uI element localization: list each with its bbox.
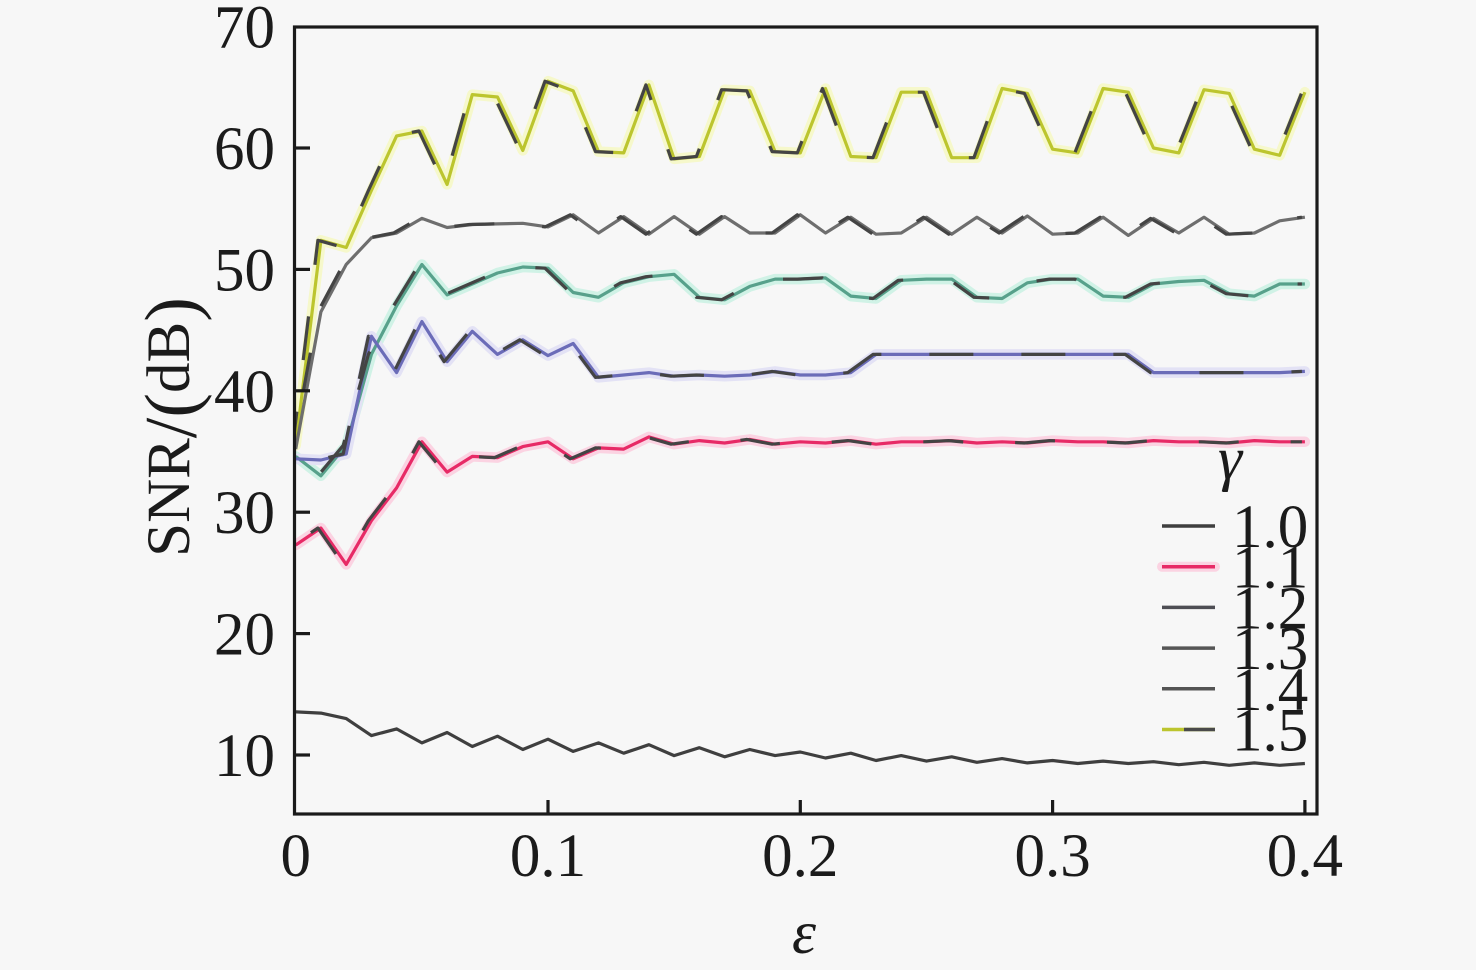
svg-text:30: 30 <box>214 480 275 547</box>
svg-text:70: 70 <box>214 0 275 62</box>
svg-text:1.3: 1.3 <box>1232 616 1308 683</box>
svg-text:0.3: 0.3 <box>1014 823 1090 890</box>
svg-text:1.0: 1.0 <box>1232 494 1308 561</box>
svg-text:0.1: 0.1 <box>510 823 586 890</box>
svg-text:50: 50 <box>214 237 275 304</box>
svg-text:40: 40 <box>214 359 275 426</box>
svg-text:0.4: 0.4 <box>1267 823 1343 890</box>
svg-text:1.5: 1.5 <box>1232 698 1308 765</box>
svg-text:ε: ε <box>792 900 816 967</box>
svg-text:60: 60 <box>214 116 275 183</box>
svg-text:1.4: 1.4 <box>1232 657 1308 724</box>
svg-text:1.1: 1.1 <box>1232 535 1308 602</box>
svg-text:20: 20 <box>214 602 275 669</box>
svg-text:1.2: 1.2 <box>1232 575 1308 642</box>
svg-text:0: 0 <box>280 823 311 890</box>
svg-text:SNR/(dB): SNR/(dB) <box>131 297 213 557</box>
svg-text:0.2: 0.2 <box>762 823 838 890</box>
svg-text:γ: γ <box>1218 426 1244 493</box>
svg-text:10: 10 <box>214 723 275 790</box>
